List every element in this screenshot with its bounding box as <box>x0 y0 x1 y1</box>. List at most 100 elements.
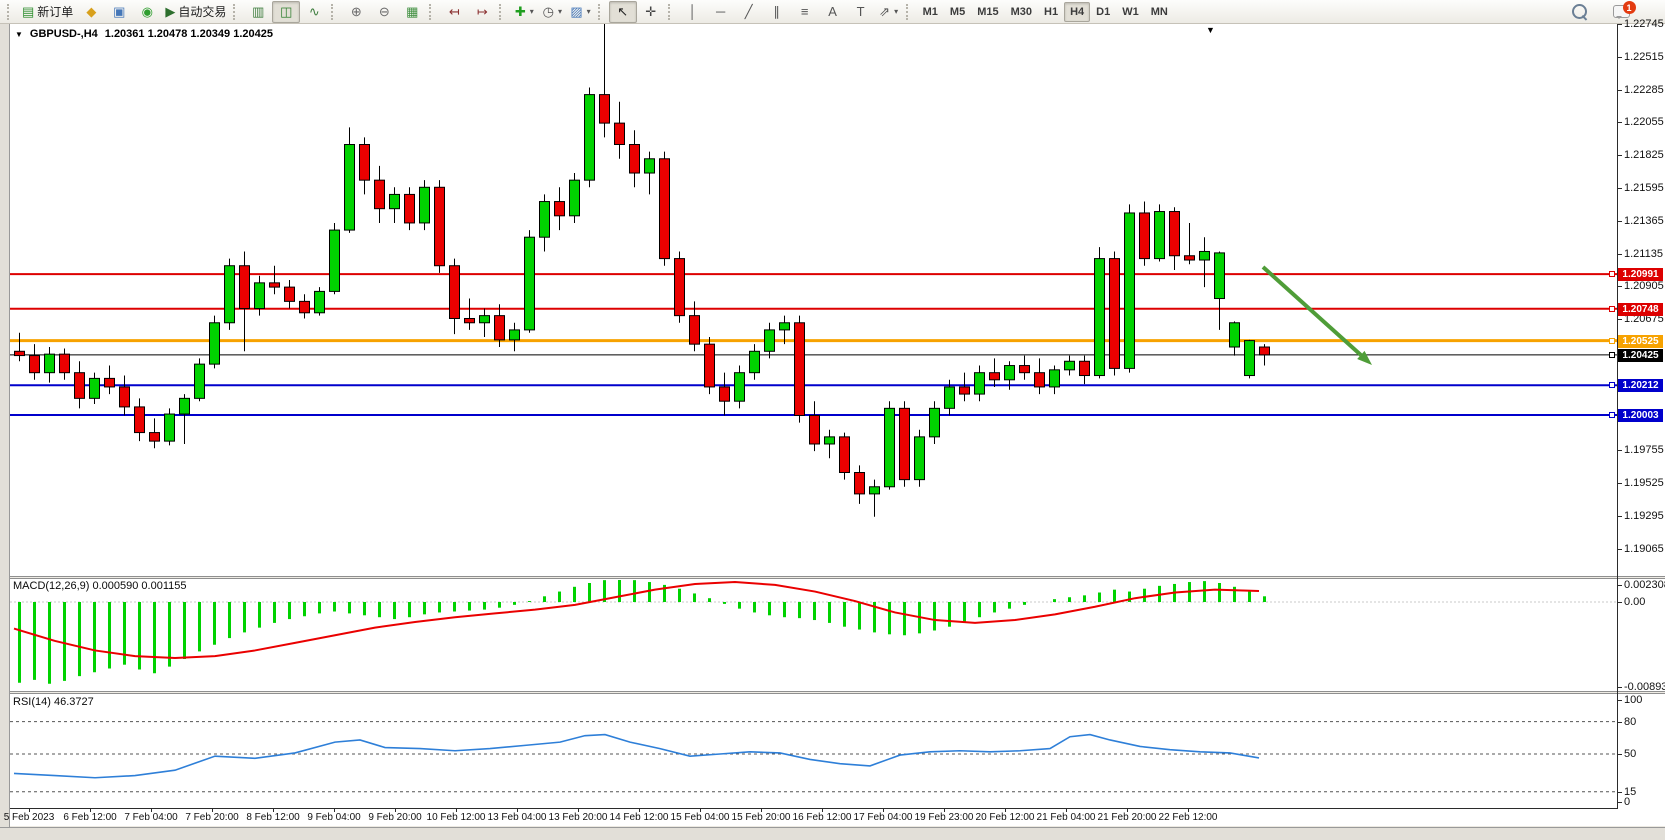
new-order-button[interactable]: ▤ 新订单 <box>18 1 77 23</box>
toolbar-drag-handle[interactable] <box>667 3 674 20</box>
price-level-anchor <box>1609 271 1615 278</box>
zoom-in-button[interactable]: ⊕ <box>342 1 370 23</box>
price-level-anchor <box>1609 412 1615 419</box>
fibonacci-button[interactable]: ≡ <box>791 1 819 23</box>
time-tick-label: 20 Feb 12:00 <box>975 812 1035 823</box>
timeframe-h4-button[interactable]: H4 <box>1064 1 1091 22</box>
timeframe-d1-button[interactable]: D1 <box>1096 5 1111 18</box>
chart-shift-marker-icon[interactable]: ▼ <box>1206 25 1215 35</box>
chevron-down-icon[interactable]: ▾ <box>529 7 534 16</box>
timeframe-m30-button[interactable]: M30 <box>1010 5 1033 18</box>
price-tick <box>1618 253 1622 255</box>
zoom-out-button[interactable]: ⊖ <box>370 1 398 23</box>
rsi-panel-canvas[interactable] <box>10 694 1617 808</box>
toolbar-drag-handle[interactable] <box>499 3 505 20</box>
text-label-button[interactable]: T <box>847 1 875 23</box>
cursor-button[interactable]: ↖ <box>608 0 637 23</box>
chevron-down-icon[interactable]: ▾ <box>586 7 591 16</box>
channel-icon: ∥ <box>773 4 780 19</box>
text-button[interactable]: A <box>819 1 847 23</box>
rsi-tick <box>1618 802 1622 803</box>
chart-symbol-period: GBPUSD-,H4 <box>29 28 98 40</box>
bar-chart-button[interactable]: ▥ <box>244 1 272 23</box>
chart-dropdown-icon[interactable]: ▼ <box>15 29 23 39</box>
template-button[interactable]: ▨ ▾ <box>566 1 594 23</box>
rsi-splitter[interactable] <box>10 691 1665 694</box>
time-tick <box>761 808 762 812</box>
toolbar-drag-handle[interactable] <box>597 3 604 20</box>
time-tick-label: 21 Feb 20:00 <box>1097 812 1157 823</box>
timeframe-mn-button[interactable]: MN <box>1150 5 1168 18</box>
time-tick-label: 10 Feb 12:00 <box>426 812 486 823</box>
candles-icon: ◫ <box>280 4 293 19</box>
time-tick-label: 21 Feb 04:00 <box>1036 812 1096 823</box>
chart-shift-button[interactable]: ↦ <box>468 1 496 23</box>
vertical-line-button[interactable]: │ <box>679 1 707 23</box>
time-tick-label: 5 Feb 2023 <box>3 812 55 823</box>
toolbar-drag-handle[interactable] <box>429 3 435 20</box>
timeframe-m1-button[interactable]: M1 <box>922 5 938 18</box>
toolbar-drag-handle[interactable] <box>233 3 239 20</box>
channel-button[interactable]: ∥ <box>763 1 791 23</box>
time-tick-label: 13 Feb 04:00 <box>487 812 547 823</box>
chart-shift-icon: ↦ <box>476 4 488 19</box>
trendline-button[interactable]: ╱ <box>735 1 763 23</box>
time-tick-label: 22 Feb 12:00 <box>1158 812 1218 823</box>
plus-icon: ✚ <box>514 4 526 19</box>
toolbar-drag-handle[interactable] <box>331 3 337 20</box>
time-tick <box>29 808 30 812</box>
time-tick <box>90 808 91 812</box>
price-tick <box>1618 188 1622 189</box>
macd-tick-label: 0.002308 <box>1624 579 1665 591</box>
chevron-down-icon[interactable]: ▾ <box>557 7 562 16</box>
add-indicator-button[interactable]: ✚ ▾ <box>510 1 538 23</box>
arrows-button[interactable]: ⇗ ▾ <box>875 1 903 23</box>
macd-panel-canvas[interactable] <box>10 579 1617 691</box>
line-chart-button[interactable]: ∿ <box>300 1 328 23</box>
chevron-down-icon[interactable]: ▾ <box>894 7 899 16</box>
macd-tick <box>1618 585 1622 586</box>
trend-arrow-object[interactable] <box>1261 265 1363 357</box>
line-chart-icon: ∿ <box>308 4 320 19</box>
tile-windows-button[interactable]: ▦ <box>398 1 426 23</box>
marketwatch-button[interactable]: ◆ <box>77 1 105 23</box>
chart-title: ▼ GBPUSD-,H4 1.20361 1.20478 1.20349 1.2… <box>15 28 273 40</box>
new-chart-button[interactable]: ▣ <box>105 1 133 23</box>
auto-scroll-button[interactable]: ↤ <box>440 1 468 23</box>
timeframe-m5-button[interactable]: M5 <box>949 5 966 18</box>
fibonacci-icon: ≡ <box>800 4 809 19</box>
search-button[interactable] <box>1565 1 1593 23</box>
autotrade-play-icon: ▶ <box>165 4 176 19</box>
time-tick-label: 14 Feb 12:00 <box>609 812 669 823</box>
autotrading-button[interactable]: ▶ 自动交易 <box>161 1 230 23</box>
candlestick-button[interactable]: ◫ <box>272 0 301 23</box>
zoom-out-icon: ⊖ <box>378 4 390 19</box>
horizontal-line-icon: ─ <box>716 4 726 19</box>
price-tick <box>1618 24 1622 25</box>
macd-indicator-label: MACD(12,26,9) 0.000590 0.001155 <box>13 580 187 592</box>
time-tick-label: 19 Feb 23:00 <box>914 812 974 823</box>
price-tick <box>1618 89 1622 91</box>
signals-button[interactable]: ◉ <box>133 1 161 23</box>
crosshair-button[interactable]: ✛ <box>637 1 665 23</box>
period-button[interactable]: ◷ ▾ <box>538 1 566 23</box>
time-tick <box>700 808 701 812</box>
timeframe-h1-button[interactable]: H1 <box>1044 5 1059 18</box>
price-tick-label: 1.22285 <box>1624 83 1664 96</box>
price-tick-label: 1.20675 <box>1624 313 1664 326</box>
toolbar-drag-handle[interactable] <box>905 3 912 20</box>
main-chart-canvas[interactable] <box>10 24 1617 576</box>
time-tick <box>151 808 152 812</box>
timeframe-m15-button[interactable]: M15 <box>977 5 999 18</box>
timeframe-w1-button[interactable]: W1 <box>1122 5 1139 18</box>
time-tick <box>334 808 335 812</box>
price-level-anchor <box>1609 305 1615 312</box>
price-axis[interactable] <box>1617 24 1618 809</box>
time-tick-label: 13 Feb 20:00 <box>548 812 608 823</box>
time-axis[interactable] <box>10 808 1618 809</box>
macd-splitter[interactable] <box>10 576 1665 579</box>
toolbar-drag-handle[interactable] <box>7 3 13 20</box>
chat-button[interactable]: 1 <box>1607 1 1636 23</box>
horizontal-line-button[interactable]: ─ <box>707 1 735 23</box>
rsi-indicator-label: RSI(14) 46.3727 <box>13 696 94 708</box>
